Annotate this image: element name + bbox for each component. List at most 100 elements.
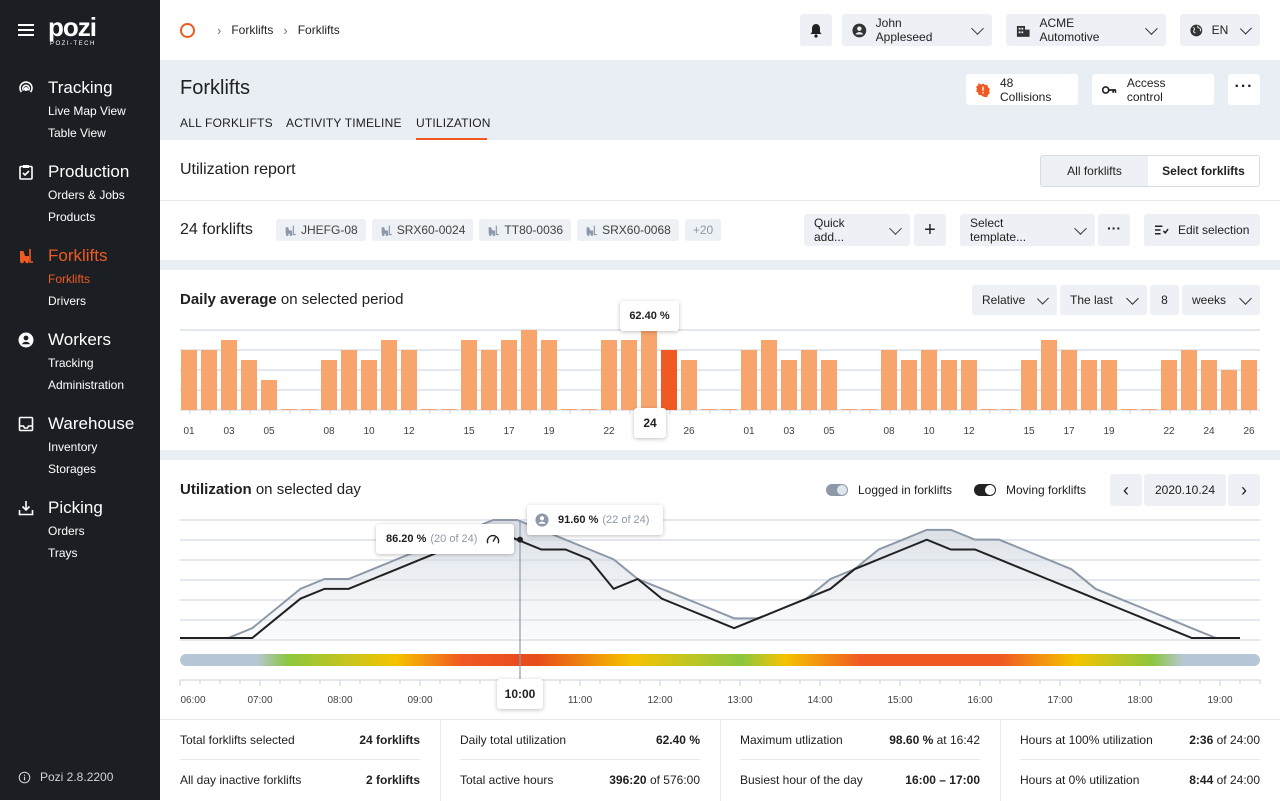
bar[interactable] bbox=[621, 340, 637, 410]
logged-in-toggle[interactable]: Logged in forklifts bbox=[826, 483, 952, 497]
bar[interactable] bbox=[661, 350, 677, 410]
bar[interactable] bbox=[421, 409, 437, 410]
period-count-input[interactable]: 8 bbox=[1150, 285, 1179, 315]
bar[interactable] bbox=[901, 360, 917, 410]
breadcrumb-item[interactable]: Forklifts bbox=[297, 23, 340, 37]
bar[interactable] bbox=[501, 340, 517, 410]
bar[interactable] bbox=[221, 340, 237, 410]
sidebar-subitem[interactable]: Live Map View bbox=[48, 104, 126, 118]
menu-icon[interactable] bbox=[18, 24, 34, 36]
bar[interactable] bbox=[681, 360, 697, 410]
bar[interactable] bbox=[1041, 340, 1057, 410]
access-control-button[interactable]: Access control bbox=[1092, 74, 1214, 105]
date-picker[interactable]: 2020.10.24 bbox=[1144, 474, 1226, 506]
sidebar-item-production[interactable]: Production bbox=[0, 160, 160, 184]
bar[interactable] bbox=[481, 350, 497, 410]
toggle-switch[interactable] bbox=[826, 484, 848, 496]
next-day-button[interactable]: › bbox=[1228, 474, 1260, 506]
select-forklifts-option[interactable]: Select forklifts bbox=[1148, 156, 1259, 186]
more-options-button[interactable]: ··· bbox=[1228, 74, 1260, 105]
bar[interactable] bbox=[301, 409, 317, 410]
breadcrumb-item[interactable]: Forklifts bbox=[231, 23, 274, 37]
bar[interactable] bbox=[281, 409, 297, 410]
bar[interactable] bbox=[201, 350, 217, 410]
more-forklifts-chip[interactable]: +20 bbox=[684, 219, 722, 241]
forklift-chip[interactable]: SRX60-0068 bbox=[577, 219, 679, 241]
bar[interactable] bbox=[1181, 350, 1197, 410]
sidebar-subitem[interactable]: Tracking bbox=[48, 356, 94, 370]
sidebar-subitem[interactable]: Administration bbox=[48, 378, 125, 392]
sidebar-subitem[interactable]: Orders & Jobs bbox=[48, 188, 125, 202]
bar[interactable] bbox=[561, 409, 577, 410]
sidebar-subitem[interactable]: Table View bbox=[48, 126, 106, 140]
bar[interactable] bbox=[381, 340, 397, 410]
bar[interactable] bbox=[1241, 360, 1257, 410]
sidebar-subitem[interactable]: Trays bbox=[48, 546, 78, 560]
bar[interactable] bbox=[541, 340, 557, 410]
moving-toggle[interactable]: Moving forklifts bbox=[974, 483, 1086, 497]
bar[interactable] bbox=[941, 360, 957, 410]
bar[interactable] bbox=[781, 360, 797, 410]
sidebar-subitem[interactable]: Products bbox=[48, 210, 96, 224]
sidebar-subitem[interactable]: Orders bbox=[48, 524, 85, 538]
language-menu[interactable]: EN bbox=[1180, 14, 1260, 46]
bar[interactable] bbox=[841, 409, 857, 410]
sidebar-item-forklifts[interactable]: Forklifts bbox=[0, 244, 160, 268]
forklift-chip[interactable]: JHEFG-08 bbox=[276, 219, 366, 241]
notifications-button[interactable] bbox=[800, 14, 832, 46]
bar[interactable] bbox=[1061, 350, 1077, 410]
bar[interactable] bbox=[921, 350, 937, 410]
bar[interactable] bbox=[801, 350, 817, 410]
time-cursor-label[interactable]: 10:00 bbox=[497, 679, 543, 709]
all-forklifts-option[interactable]: All forklifts bbox=[1041, 156, 1148, 186]
bar[interactable] bbox=[181, 350, 197, 410]
period-dropdown[interactable]: The last bbox=[1060, 285, 1147, 315]
template-dropdown[interactable]: Select template... bbox=[960, 214, 1095, 246]
bar[interactable] bbox=[1101, 360, 1117, 410]
tab-all-forklifts[interactable]: ALL FORKLIFTS bbox=[180, 116, 273, 130]
bar[interactable] bbox=[1201, 360, 1217, 410]
bar[interactable] bbox=[1141, 409, 1157, 410]
quick-add-dropdown[interactable]: Quick add... bbox=[804, 214, 910, 246]
bar[interactable] bbox=[1001, 409, 1017, 410]
bar[interactable] bbox=[961, 360, 977, 410]
tab-activity-timeline[interactable]: ACTIVITY TIMELINE bbox=[286, 116, 402, 130]
toggle-switch[interactable] bbox=[974, 484, 996, 496]
bar[interactable] bbox=[1161, 360, 1177, 410]
template-options-button[interactable]: ··· bbox=[1098, 214, 1130, 246]
bar[interactable] bbox=[741, 350, 757, 410]
user-menu[interactable]: John Appleseed bbox=[842, 14, 992, 46]
bar[interactable] bbox=[1021, 360, 1037, 410]
bar[interactable] bbox=[261, 380, 277, 410]
bar[interactable] bbox=[241, 360, 257, 410]
selected-day-marker[interactable]: 24 bbox=[634, 408, 666, 438]
collisions-button[interactable]: 48 Collisions bbox=[966, 74, 1078, 105]
bar[interactable] bbox=[721, 409, 737, 410]
add-button[interactable]: + bbox=[914, 214, 946, 246]
period-unit-dropdown[interactable]: weeks bbox=[1182, 285, 1260, 315]
sidebar-item-warehouse[interactable]: Warehouse bbox=[0, 412, 160, 436]
bar[interactable] bbox=[321, 360, 337, 410]
sidebar-subitem[interactable]: Storages bbox=[48, 462, 97, 476]
edit-selection-button[interactable]: Edit selection bbox=[1144, 214, 1260, 246]
bar[interactable] bbox=[341, 350, 357, 410]
forklift-chip[interactable]: SRX60-0024 bbox=[371, 219, 474, 241]
bar[interactable] bbox=[641, 330, 657, 410]
sidebar-subitem[interactable]: Inventory bbox=[48, 440, 98, 454]
bar[interactable] bbox=[821, 360, 837, 410]
forklift-chip[interactable]: TT80-0036 bbox=[479, 219, 572, 241]
previous-day-button[interactable]: ‹ bbox=[1110, 474, 1142, 506]
bar[interactable] bbox=[361, 360, 377, 410]
tab-utilization[interactable]: UTILIZATION bbox=[416, 116, 491, 130]
sidebar-subitem[interactable]: Drivers bbox=[48, 294, 86, 308]
bar[interactable] bbox=[401, 350, 417, 410]
bar[interactable] bbox=[581, 409, 597, 410]
sidebar-subitem[interactable]: Forklifts bbox=[48, 272, 90, 286]
bar[interactable] bbox=[761, 340, 777, 410]
bar[interactable] bbox=[441, 409, 457, 410]
home-icon[interactable] bbox=[180, 22, 195, 38]
bar[interactable] bbox=[701, 409, 717, 410]
bar[interactable] bbox=[881, 350, 897, 410]
bar[interactable] bbox=[1081, 360, 1097, 410]
sidebar-item-tracking[interactable]: Tracking bbox=[0, 76, 160, 100]
